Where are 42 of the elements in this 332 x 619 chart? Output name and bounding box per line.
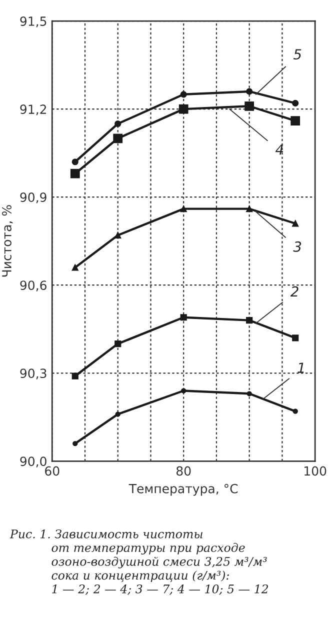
- x-axis-title: Температура, °C: [128, 484, 238, 496]
- annotation: 4: [275, 144, 284, 155]
- point: [70, 168, 80, 178]
- point: [246, 317, 253, 324]
- point: [290, 116, 300, 126]
- y-tick-label: 91,2: [20, 104, 46, 116]
- annotation: 1: [298, 362, 304, 373]
- y-tick-label: 91,5: [20, 16, 46, 28]
- point: [114, 120, 122, 128]
- point: [180, 206, 187, 212]
- point: [180, 314, 187, 321]
- point: [115, 412, 120, 417]
- point: [292, 334, 299, 342]
- y-tick-label: 90,0: [20, 456, 46, 468]
- point: [292, 100, 299, 106]
- point: [246, 391, 252, 396]
- y-tick-label: 90,3: [20, 368, 46, 380]
- point: [246, 206, 253, 212]
- annotation: 5: [293, 49, 302, 60]
- x-tick-label: 60: [45, 466, 60, 476]
- point: [114, 232, 122, 239]
- y-axis-title: Чистота, %: [2, 205, 13, 277]
- point: [292, 220, 299, 227]
- text: Рис. 1. Зависимость чистоты от температуры при расходе озоно-воздушной смеси 3,25 м³/м³ сока и концентрации (г/м³): 1 — 2; 2 — 4; 3 — 7; 4 — 10; 5 — 12: [10, 529, 268, 595]
- y-tick-label: 90,6: [20, 280, 46, 292]
- point: [244, 101, 254, 111]
- point: [72, 158, 78, 166]
- point: [72, 372, 78, 380]
- point: [292, 408, 298, 414]
- point: [178, 104, 188, 114]
- x-tick-label: 100: [304, 466, 326, 476]
- point: [246, 88, 253, 95]
- point: [72, 264, 78, 271]
- point: [114, 340, 122, 348]
- point: [72, 440, 78, 446]
- y-tick-label: 90,9: [20, 192, 46, 204]
- annotation: 3: [293, 241, 302, 252]
- point: [180, 91, 187, 98]
- point: [113, 134, 123, 144]
- annotation: 2: [290, 286, 298, 297]
- point: [180, 388, 186, 394]
- x-tick-label: 80: [176, 466, 191, 476]
